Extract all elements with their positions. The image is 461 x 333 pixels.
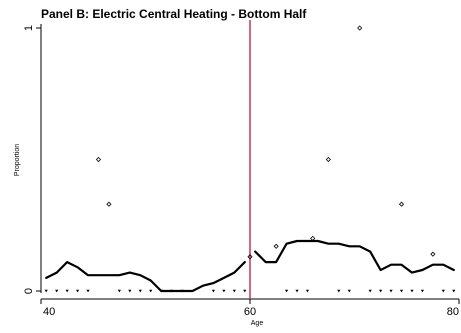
data-point-zero [399, 289, 404, 293]
data-point-diamond [95, 156, 102, 163]
data-point-diamond [247, 254, 253, 260]
data-point-zero [180, 289, 184, 293]
data-point-diamond [357, 25, 363, 31]
fitted-line-left [45, 261, 246, 293]
data-point-zero [75, 289, 80, 293]
data-point-diamond [430, 251, 436, 257]
data-point-zero [86, 289, 90, 293]
data-point-zero [170, 289, 174, 293]
data-point-zero [420, 289, 425, 293]
data-point-zero [441, 289, 445, 293]
data-point-zero [452, 289, 456, 293]
data-point-zero [337, 289, 341, 293]
chart-marks [44, 20, 456, 299]
y-tick-label: 1 [23, 25, 35, 31]
data-point-zero [117, 289, 121, 293]
data-point-zero [128, 289, 132, 293]
data-point-zero [347, 289, 351, 293]
axes: 0 1 40 60 80 [23, 24, 460, 318]
chart-title: Panel B: Electric Central Heating - Bott… [41, 7, 307, 21]
x-tick-label: 60 [244, 306, 256, 318]
x-tick-label: 40 [43, 306, 55, 318]
data-point-diamond [398, 201, 405, 207]
data-point-zero [305, 289, 310, 293]
data-point-zero [211, 289, 216, 293]
data-point-diamond [325, 156, 331, 163]
fitted-line-right [254, 239, 455, 274]
data-point-zero [295, 289, 299, 293]
data-point-zero [368, 289, 372, 293]
data-point-zero [389, 289, 393, 293]
data-point-diamond [106, 201, 112, 207]
data-point-zero [232, 289, 236, 293]
data-point-zero [284, 289, 289, 293]
data-point-zero [243, 289, 247, 293]
data-point-zero [159, 289, 163, 293]
data-point-diamond [310, 235, 316, 241]
x-axis-label: Age [251, 320, 264, 327]
data-point-zero [149, 289, 153, 293]
data-point-zero [44, 289, 48, 293]
data-point-zero [379, 289, 383, 293]
x-tick-label: 80 [447, 306, 459, 318]
data-point-diamond [273, 243, 279, 249]
data-point-zero [65, 289, 69, 293]
y-tick-label: 0 [23, 288, 35, 294]
data-point-zero [410, 289, 414, 293]
data-point-zero [138, 289, 142, 293]
data-point-zero [222, 289, 226, 293]
data-point-zero [55, 289, 59, 293]
y-axis-label: Proportion [14, 144, 21, 176]
